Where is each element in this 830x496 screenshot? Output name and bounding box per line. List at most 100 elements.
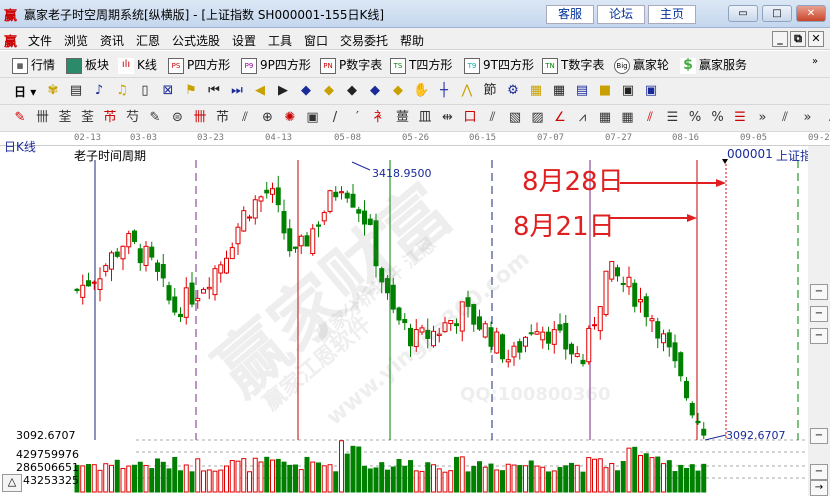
chart-tool-icon[interactable]: ◆ bbox=[370, 83, 380, 98]
mdi-minimize[interactable]: _ bbox=[772, 31, 788, 47]
draw-tool-icon[interactable]: ⫽ bbox=[782, 110, 788, 125]
chart-tool-icon[interactable]: ◆ bbox=[324, 83, 334, 98]
draw-tool-icon[interactable]: 芍 bbox=[125, 110, 139, 125]
forum-button[interactable]: 论坛 bbox=[597, 5, 645, 24]
draw-tool-icon[interactable]: ⩘ bbox=[578, 110, 587, 125]
draw-tool-icon[interactable]: 衤 bbox=[373, 110, 387, 125]
service-button[interactable]: 客服 bbox=[546, 5, 594, 24]
chart-tool-icon[interactable]: ⏮ bbox=[208, 83, 220, 98]
t-square-button[interactable]: TS T四方形 bbox=[390, 56, 452, 74]
draw-tool-icon[interactable]: ∠ bbox=[554, 110, 566, 125]
chart-tool-icon[interactable]: ▣ bbox=[621, 83, 635, 98]
menu-window[interactable]: 窗口 bbox=[304, 34, 329, 48]
chart-tool-icon[interactable]: ◆ bbox=[393, 83, 403, 98]
chart-tool-icon[interactable]: 節 bbox=[483, 83, 497, 98]
draw-tool-icon[interactable]: » bbox=[758, 110, 767, 125]
draw-tool-icon[interactable]: » bbox=[803, 110, 812, 125]
toggle-volume-button[interactable]: △ bbox=[2, 474, 22, 492]
menu-browse[interactable]: 浏览 bbox=[64, 34, 89, 48]
more-chevron[interactable]: » bbox=[812, 56, 819, 67]
draw-tool-icon[interactable]: ⫽ bbox=[242, 110, 248, 125]
draw-tool-icon[interactable]: ☰ bbox=[666, 110, 679, 125]
draw-tool-icon[interactable]: % bbox=[688, 110, 702, 125]
chart-tool-icon[interactable]: ⊠ bbox=[162, 83, 174, 98]
draw-tool-icon[interactable]: 荃 bbox=[80, 110, 94, 125]
zoom-out-button-1[interactable]: − bbox=[810, 284, 828, 300]
t-table-button[interactable]: TN T数字表 bbox=[542, 56, 604, 74]
chart-tool-icon[interactable]: ▶ bbox=[278, 83, 288, 98]
sectors-button[interactable]: 板块 bbox=[66, 56, 109, 74]
chart-tool-icon[interactable]: ✋ bbox=[413, 83, 430, 98]
draw-tool-icon[interactable]: ⫽ bbox=[489, 110, 496, 125]
draw-tool-icon[interactable]: ⇹ bbox=[442, 110, 453, 125]
period-dropdown[interactable]: 日 ▾ bbox=[14, 85, 37, 99]
chart-tool-icon[interactable]: ♪ bbox=[94, 83, 104, 98]
menu-settings[interactable]: 设置 bbox=[232, 34, 257, 48]
chart-tool-icon[interactable]: ┼ bbox=[440, 83, 448, 98]
chart-tool-icon[interactable]: ⋀ bbox=[461, 83, 473, 98]
draw-tool-icon[interactable]: ✎ bbox=[149, 110, 161, 125]
chart-tool-icon[interactable]: ◆ bbox=[301, 83, 311, 98]
close-button[interactable]: ✕ bbox=[796, 5, 826, 22]
menu-tools[interactable]: 工具 bbox=[268, 34, 293, 48]
draw-tool-icon[interactable]: ▨ bbox=[531, 110, 544, 125]
menu-trade[interactable]: 交易委托 bbox=[340, 34, 389, 48]
zoom-out-button-3[interactable]: − bbox=[810, 328, 828, 344]
draw-tool-icon[interactable]: % bbox=[711, 110, 724, 125]
draw-tool-icon[interactable]: ☰ bbox=[734, 110, 746, 125]
chart-tool-icon[interactable]: ✾ bbox=[47, 83, 59, 98]
chart-tool-icon[interactable]: ⏭ bbox=[231, 83, 243, 98]
9t-square-button[interactable]: T9 9T四方形 bbox=[464, 56, 534, 74]
chart-tool-icon[interactable]: ▤ bbox=[69, 83, 83, 98]
chart-tool-icon[interactable]: ▣ bbox=[644, 83, 658, 98]
scroll-right-button[interactable]: → bbox=[810, 480, 828, 496]
draw-tool-icon[interactable]: ▣ bbox=[306, 110, 319, 125]
draw-tool-icon[interactable]: . bbox=[822, 110, 830, 126]
menu-huien[interactable]: 汇恩 bbox=[136, 34, 161, 48]
draw-tool-icon[interactable]: ▦ bbox=[598, 110, 612, 125]
kline-button[interactable]: ılı K线 bbox=[118, 56, 157, 74]
chart-tool-icon[interactable]: ⚑ bbox=[185, 83, 197, 98]
draw-tool-icon[interactable]: 皿 bbox=[418, 110, 432, 125]
chart-tool-icon[interactable]: ▦ bbox=[552, 83, 566, 98]
draw-tool-icon[interactable]: / bbox=[332, 110, 338, 125]
draw-tool-icon[interactable]: 芇 bbox=[215, 110, 229, 125]
draw-tool-icon[interactable]: 卌 bbox=[35, 110, 49, 125]
9p-square-button[interactable]: P9 9P四方形 bbox=[241, 56, 311, 74]
draw-tool-icon[interactable]: 口 bbox=[463, 110, 477, 125]
zoom-out-button-5[interactable]: − bbox=[810, 464, 828, 480]
draw-tool-icon[interactable]: ▦ bbox=[621, 110, 634, 125]
maximize-button[interactable]: □ bbox=[762, 5, 792, 22]
p-square-button[interactable]: PS P四方形 bbox=[168, 56, 230, 74]
draw-tool-icon[interactable]: ✺ bbox=[284, 110, 296, 125]
chart-tool-icon[interactable]: ▯ bbox=[141, 83, 149, 98]
draw-tool-icon[interactable]: ⫽ bbox=[647, 110, 653, 125]
mdi-restore[interactable]: ⧉ bbox=[790, 31, 806, 47]
minimize-button[interactable]: ▭ bbox=[728, 5, 758, 22]
draw-tool-icon[interactable]: 薑 bbox=[395, 110, 409, 125]
service-button-tb[interactable]: $ 赢家服务 bbox=[680, 56, 747, 74]
chart-tool-icon[interactable]: ⚙ bbox=[507, 83, 519, 98]
quotes-button[interactable]: ▦ 行情 bbox=[12, 56, 55, 74]
chart-tool-icon[interactable]: ◀ bbox=[255, 83, 265, 98]
chart-tool-icon[interactable]: ♫ bbox=[116, 83, 128, 98]
wheel-button[interactable]: Big 赢家轮 bbox=[614, 56, 669, 74]
menu-news[interactable]: 资讯 bbox=[100, 34, 125, 48]
chart-tool-icon[interactable]: ▤ bbox=[575, 83, 589, 98]
menu-formula[interactable]: 公式选股 bbox=[172, 34, 221, 48]
draw-tool-icon[interactable]: 卌 bbox=[193, 110, 207, 125]
draw-tool-icon[interactable]: ✎ bbox=[14, 110, 26, 125]
menu-help[interactable]: 帮助 bbox=[400, 34, 425, 48]
chart-tool-icon[interactable]: ▦ bbox=[529, 83, 543, 98]
menu-file[interactable]: 文件 bbox=[28, 34, 53, 48]
p-table-button[interactable]: PN P数字表 bbox=[320, 56, 382, 74]
chart-tool-icon[interactable]: ◆ bbox=[347, 83, 357, 98]
chart-tool-icon[interactable]: ■ bbox=[598, 83, 612, 98]
kline-chart[interactable]: 日K线 老子时间周期 000001 上证指数 3418.9500 3092.67… bbox=[0, 140, 830, 496]
draw-tool-icon[interactable]: ⊜ bbox=[172, 110, 183, 125]
draw-tool-icon[interactable]: 荃 bbox=[58, 110, 72, 125]
mdi-close[interactable]: ✕ bbox=[808, 31, 824, 47]
draw-tool-icon[interactable]: 芇 bbox=[103, 110, 117, 125]
zoom-out-button-4[interactable]: − bbox=[810, 428, 828, 444]
draw-tool-icon[interactable]: ⊕ bbox=[262, 110, 273, 125]
